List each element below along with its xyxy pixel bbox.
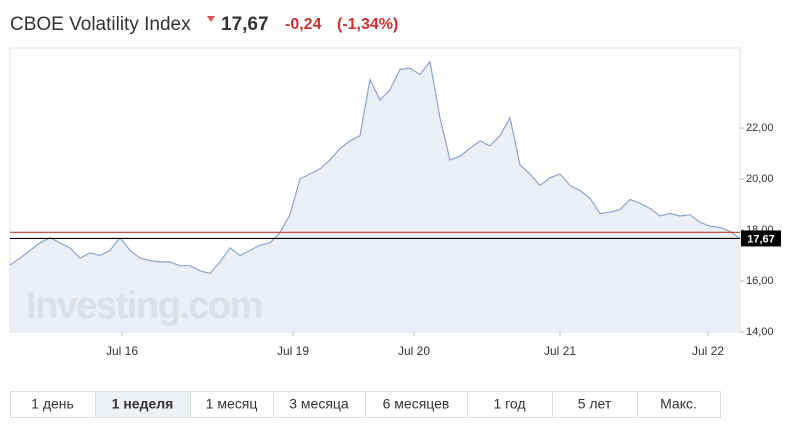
period-button-label[interactable]: Макс. — [660, 396, 697, 412]
last-price-box — [741, 230, 781, 247]
price: 17,67 — [221, 14, 269, 35]
change-pct: (-1,34%) — [337, 16, 398, 33]
period-button-label[interactable]: 1 неделя — [112, 396, 174, 412]
x-tick-label: Jul 16 — [106, 344, 138, 358]
change: -0,24 — [285, 16, 322, 33]
period-button-label[interactable]: 3 месяца — [289, 396, 349, 412]
instrument-title: CBOE Volatility Index — [10, 14, 191, 35]
x-tick-label: Jul 22 — [692, 344, 724, 358]
area-fill — [10, 61, 740, 333]
y-tick-label: 14,00 — [746, 326, 774, 338]
period-button-label[interactable]: 5 лет — [578, 396, 612, 412]
price-line — [9, 60, 741, 275]
period-button[interactable] — [95, 391, 191, 418]
period-button-label[interactable]: 1 день — [31, 396, 74, 412]
x-tick-label: Jul 19 — [277, 344, 309, 358]
y-tick-label: 20,00 — [746, 173, 774, 185]
period-button-label[interactable]: 1 месяц — [206, 396, 258, 412]
period-button[interactable] — [365, 391, 468, 418]
y-tick-label: 22,00 — [746, 122, 774, 134]
down-arrow — [207, 16, 215, 22]
y-tick-label: 16,00 — [746, 275, 774, 287]
period-button[interactable] — [552, 391, 638, 418]
x-tick-label: Jul 21 — [544, 344, 576, 358]
x-tick-label: Jul 20 — [398, 344, 430, 358]
period-button[interactable] — [637, 391, 721, 418]
period-button[interactable] — [10, 391, 96, 418]
period-button-label[interactable]: 1 год — [493, 396, 525, 412]
period-button-label[interactable]: 6 месяцев — [383, 396, 450, 412]
last-price-label: 17,67 — [747, 233, 775, 245]
